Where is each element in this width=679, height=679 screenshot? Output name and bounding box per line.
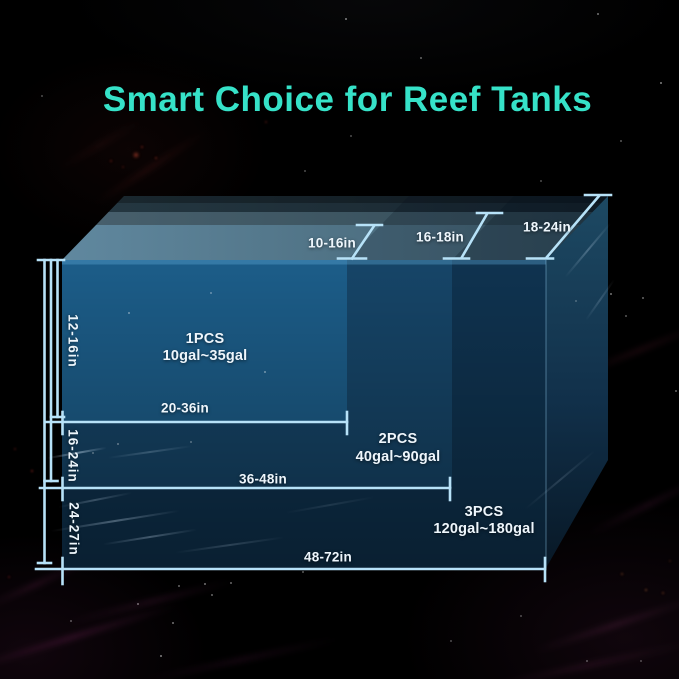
tank2-height-label: 16-24in (65, 429, 81, 483)
top-face-seam-shade-3pcs (452, 196, 608, 260)
tank1-length-label: 20-36in (161, 400, 209, 416)
length-line-2pcs (38, 476, 452, 502)
tank3-height-label: 24-27in (66, 502, 82, 556)
tank1-depth-label: 10-16in (308, 235, 356, 251)
tank2-depth-label: 16-18in (416, 229, 464, 245)
tank1-capacity-label: 10gal~35gal (162, 348, 248, 364)
length-line-1pcs (44, 410, 349, 436)
tank3-length-label: 48-72in (304, 549, 352, 565)
tank2-pcs-label: 2PCS (378, 431, 418, 447)
page-title: Smart Choice for Reef Tanks (102, 80, 593, 119)
tank2-capacity-label: 40gal~90gal (355, 449, 441, 465)
depth-bracket-3pcs (525, 193, 613, 260)
measurement-lines (34, 193, 613, 586)
star-specks-on-tank (0, 0, 2, 2)
tank-right-face (546, 196, 608, 568)
tank2-length-label: 36-48in (239, 471, 287, 487)
depth-bracket-2pcs (442, 211, 504, 260)
tank1-height-label: 12-16in (65, 314, 81, 368)
tank3-pcs-label: 3PCS (464, 504, 504, 520)
tank-front-face (62, 260, 547, 568)
front-top-rim-highlight (62, 260, 546, 265)
length-line-3pcs (34, 556, 547, 586)
height-brackets (36, 258, 66, 565)
tank3-depth-label: 18-24in (523, 219, 571, 235)
depth-bracket-1pcs (336, 223, 384, 261)
tank1-pcs-label: 1PCS (185, 331, 225, 347)
tank3-capacity-label: 120gal~180gal (433, 521, 535, 537)
